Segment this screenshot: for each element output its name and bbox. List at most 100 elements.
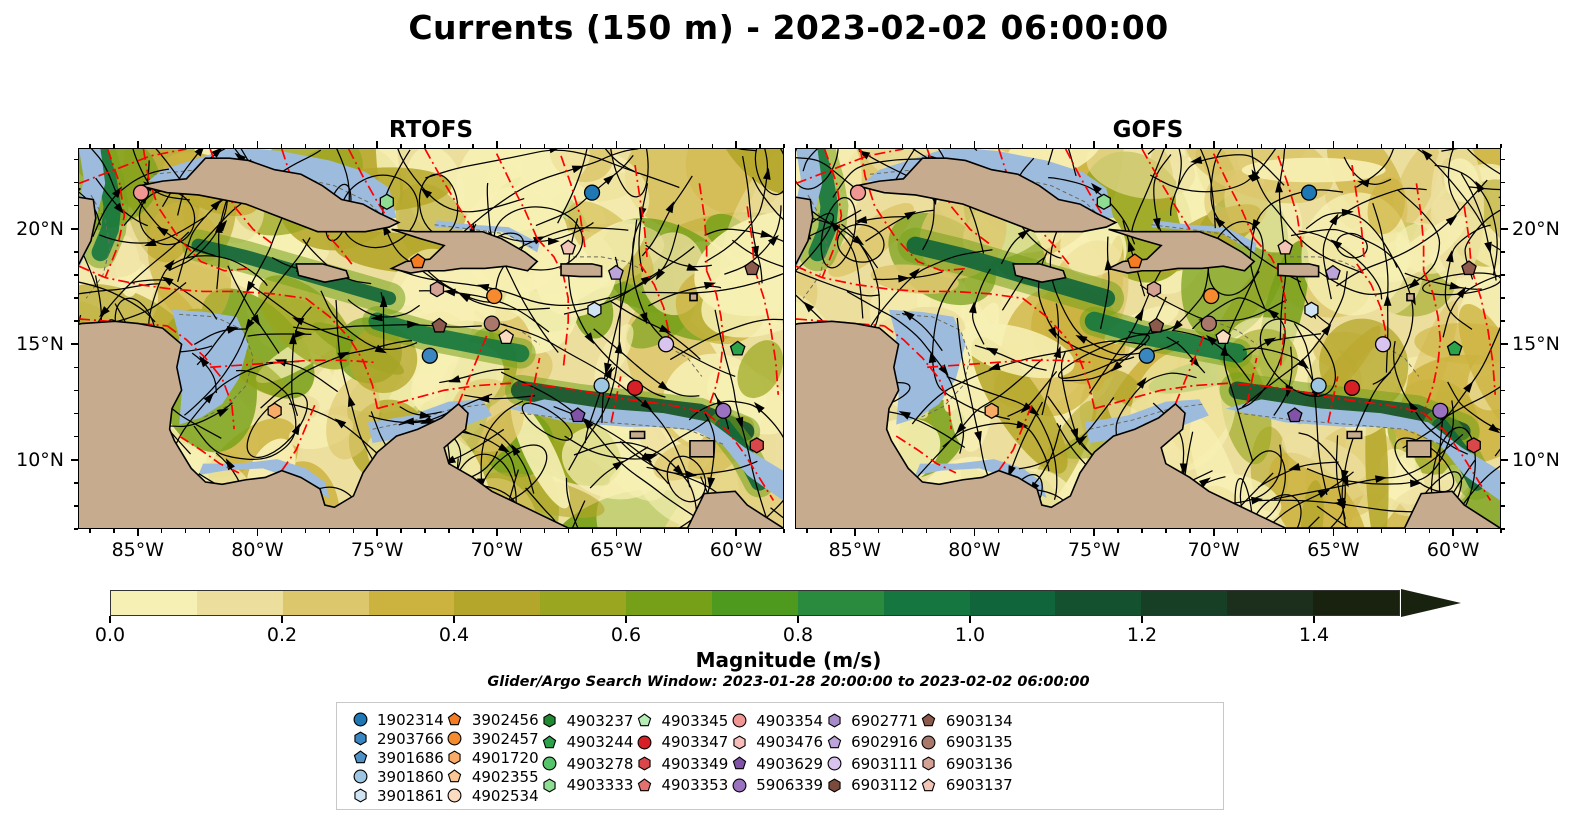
streamline [1355, 149, 1395, 188]
streamline-arrow [762, 167, 771, 180]
colorbar-label: Magnitude (m/s) [695, 648, 882, 672]
streamline [1278, 149, 1287, 341]
legend-entry[interactable]: 4903237 [539, 710, 633, 732]
map-panel-rtofs[interactable] [78, 148, 784, 529]
float-marker-3902456[interactable] [409, 253, 426, 269]
legend-entry[interactable]: 4903629 [728, 753, 823, 775]
pentagon-marker-icon [444, 712, 466, 727]
float-marker-4903244[interactable] [729, 340, 746, 356]
float-marker-3902457[interactable] [486, 287, 503, 305]
float-marker-4903333[interactable] [1096, 193, 1111, 211]
legend-entry[interactable]: 3901686 [349, 748, 444, 767]
xtick-minor [567, 144, 570, 148]
legend-entry[interactable]: 4903278 [539, 753, 633, 775]
streamline [1067, 149, 1077, 177]
legend-entry[interactable]: 6903134 [918, 710, 1013, 732]
float-marker-4903349[interactable] [749, 437, 764, 454]
float-marker-4901720[interactable] [267, 402, 282, 420]
legend-entry[interactable]: 4903244 [539, 732, 633, 754]
xtick-label: 60°W [709, 539, 763, 561]
float-marker-4903629[interactable] [1286, 407, 1303, 423]
float-marker-3901861[interactable] [1304, 301, 1319, 318]
glider-argo-legend[interactable]: 1902314 2903766 3901686 3901860 3901861 39024… [336, 702, 1224, 810]
float-marker-3902456[interactable] [1126, 253, 1143, 269]
float-marker-1902314[interactable] [583, 184, 601, 201]
xtick-minor [1404, 144, 1406, 148]
landmass-cuba [139, 157, 401, 233]
float-marker-1902314[interactable] [1300, 184, 1318, 201]
float-marker-6903137[interactable] [560, 239, 577, 255]
streamline-arrow [79, 187, 82, 192]
float-marker-3901860[interactable] [1310, 377, 1327, 394]
float-marker-3902457[interactable] [1203, 287, 1220, 305]
legend-entry[interactable]: 6903135 [918, 732, 1013, 754]
float-marker-6903136[interactable] [1146, 280, 1162, 298]
float-marker-4903354[interactable] [132, 184, 150, 201]
landmass-lesser1 [1406, 292, 1415, 302]
hexagon-marker-icon [823, 713, 845, 728]
float-marker-6903135[interactable] [1200, 315, 1217, 332]
float-marker-6903134[interactable] [431, 317, 448, 333]
float-marker-6902916[interactable] [1325, 264, 1341, 280]
streamline [500, 371, 703, 522]
float-marker-6903137[interactable] [1277, 239, 1294, 255]
float-marker-4903347[interactable] [626, 379, 644, 396]
legend-entry[interactable]: 3901860 [349, 767, 444, 786]
float-marker-2903766[interactable] [421, 347, 438, 364]
hexagon-marker-icon [539, 713, 561, 728]
float-marker-4903354[interactable] [849, 184, 867, 201]
legend-entry[interactable]: 1902314 [349, 710, 444, 729]
float-marker-4901720[interactable] [984, 402, 999, 420]
legend-entry[interactable]: 3902457 [444, 729, 539, 748]
float-marker-4902534[interactable] [498, 329, 515, 345]
xtick-major [1213, 529, 1215, 536]
legend-entry[interactable]: 4903347 [633, 732, 728, 754]
float-marker-6903111[interactable] [1374, 336, 1392, 353]
streamline-arrow [402, 417, 415, 426]
legend-entry[interactable]: 4903354 [728, 710, 823, 732]
float-marker-4902534[interactable] [1215, 329, 1232, 345]
legend-entry[interactable]: 4901720 [444, 748, 539, 767]
streamline [568, 256, 622, 471]
legend-entry[interactable]: 6902771 [823, 710, 918, 732]
legend-entry[interactable]: 4903345 [633, 710, 728, 732]
legend-column: 4903345 4903347 4903349 4903353 [633, 710, 728, 805]
legend-entry[interactable]: 4903333 [539, 775, 633, 797]
eez-boundary [178, 435, 240, 474]
float-marker-6902916[interactable] [608, 264, 624, 280]
legend-entry[interactable]: 4903476 [728, 732, 823, 754]
float-marker-4903347[interactable] [1343, 379, 1361, 396]
float-marker-2903766[interactable] [1138, 347, 1155, 364]
legend-entry[interactable]: 3902456 [444, 710, 539, 729]
float-marker-4903349[interactable] [1466, 437, 1481, 454]
magnitude-contour-patch [870, 264, 959, 294]
float-marker-6903134[interactable] [1461, 260, 1477, 276]
float-marker-6903134[interactable] [744, 260, 760, 276]
legend-entry[interactable]: 6903111 [823, 753, 918, 775]
legend-entry[interactable]: 4903349 [633, 753, 728, 775]
legend-entry[interactable]: 2903766 [349, 729, 444, 748]
map-panel-gofs[interactable] [795, 148, 1501, 529]
float-marker-4903629[interactable] [569, 407, 586, 423]
float-marker-5906339[interactable] [1432, 402, 1449, 419]
legend-entry[interactable]: 5906339 [728, 775, 823, 797]
float-marker-4903244[interactable] [1446, 340, 1463, 356]
legend-entry[interactable]: 4902534 [444, 786, 539, 805]
float-marker-5906339[interactable] [715, 402, 732, 419]
legend-entry[interactable]: 6902916 [823, 732, 918, 754]
legend-entry[interactable]: 3901861 [349, 786, 444, 805]
legend-entry[interactable]: 6903136 [918, 753, 1013, 775]
legend-entry[interactable]: 4902355 [444, 767, 539, 786]
ytick-minor [74, 482, 78, 484]
float-marker-4903333[interactable] [379, 193, 394, 211]
float-marker-3901860[interactable] [593, 377, 610, 394]
float-marker-6903136[interactable] [429, 280, 445, 298]
legend-entry[interactable]: 6903137 [918, 775, 1013, 797]
float-marker-3901861[interactable] [587, 301, 602, 318]
legend-entry[interactable]: 4903353 [633, 775, 728, 797]
colorbar[interactable] [110, 589, 1461, 617]
float-marker-6903134[interactable] [1148, 317, 1165, 333]
float-marker-6903111[interactable] [657, 336, 675, 353]
legend-entry[interactable]: 6903112 [823, 775, 918, 797]
float-marker-6903135[interactable] [483, 315, 500, 332]
